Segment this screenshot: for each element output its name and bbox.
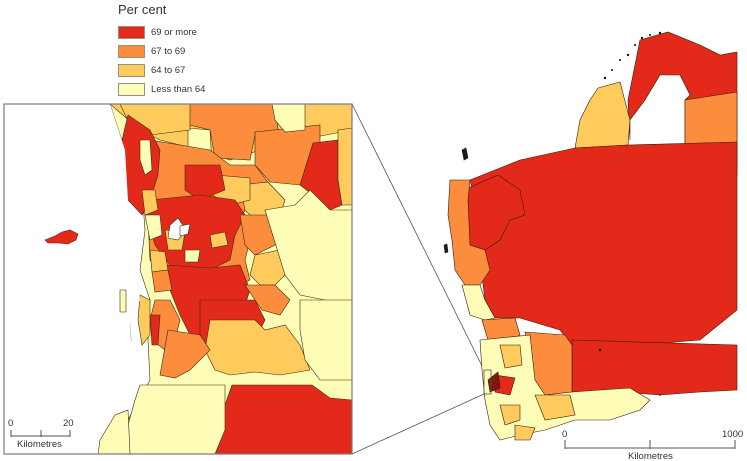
legend-label: Less than 64 [151,84,206,95]
legend: Per cent 69 or more 67 to 69 64 to 67 Le… [118,2,205,99]
scale-end-label: 1000 [722,429,743,440]
inset-connector-line [351,103,485,371]
legend-item: 64 to 67 [118,61,205,80]
legend-item: Less than 64 [118,80,205,99]
legend-label: 67 to 69 [151,46,186,57]
legend-title: Per cent [118,2,167,17]
legend-item: 69 or more [118,23,205,42]
legend-swatch [118,64,145,77]
legend-label: 69 or more [151,27,197,38]
legend-swatch [118,26,145,39]
scale-unit-label: Kilometres [628,451,673,461]
inset-map [4,104,352,454]
wa-map [443,31,738,441]
inset-frame [3,103,353,455]
inset-connector-line [351,393,485,455]
coastline-islands [598,31,662,396]
scale-start-label: 0 [8,418,13,429]
scale-unit-label: Kilometres [17,439,62,450]
legend-label: 64 to 67 [151,65,186,76]
legend-swatch [118,45,145,58]
scale-end-label: 20 [63,418,74,429]
legend-swatch [118,83,145,96]
inset-locator-box [483,369,492,395]
main-scale-bar: 0 1000 Kilometres [562,429,743,461]
legend-item: 67 to 69 [118,42,205,61]
scale-start-label: 0 [562,429,567,440]
inset-scale-bar: 0 20 Kilometres [8,418,74,450]
